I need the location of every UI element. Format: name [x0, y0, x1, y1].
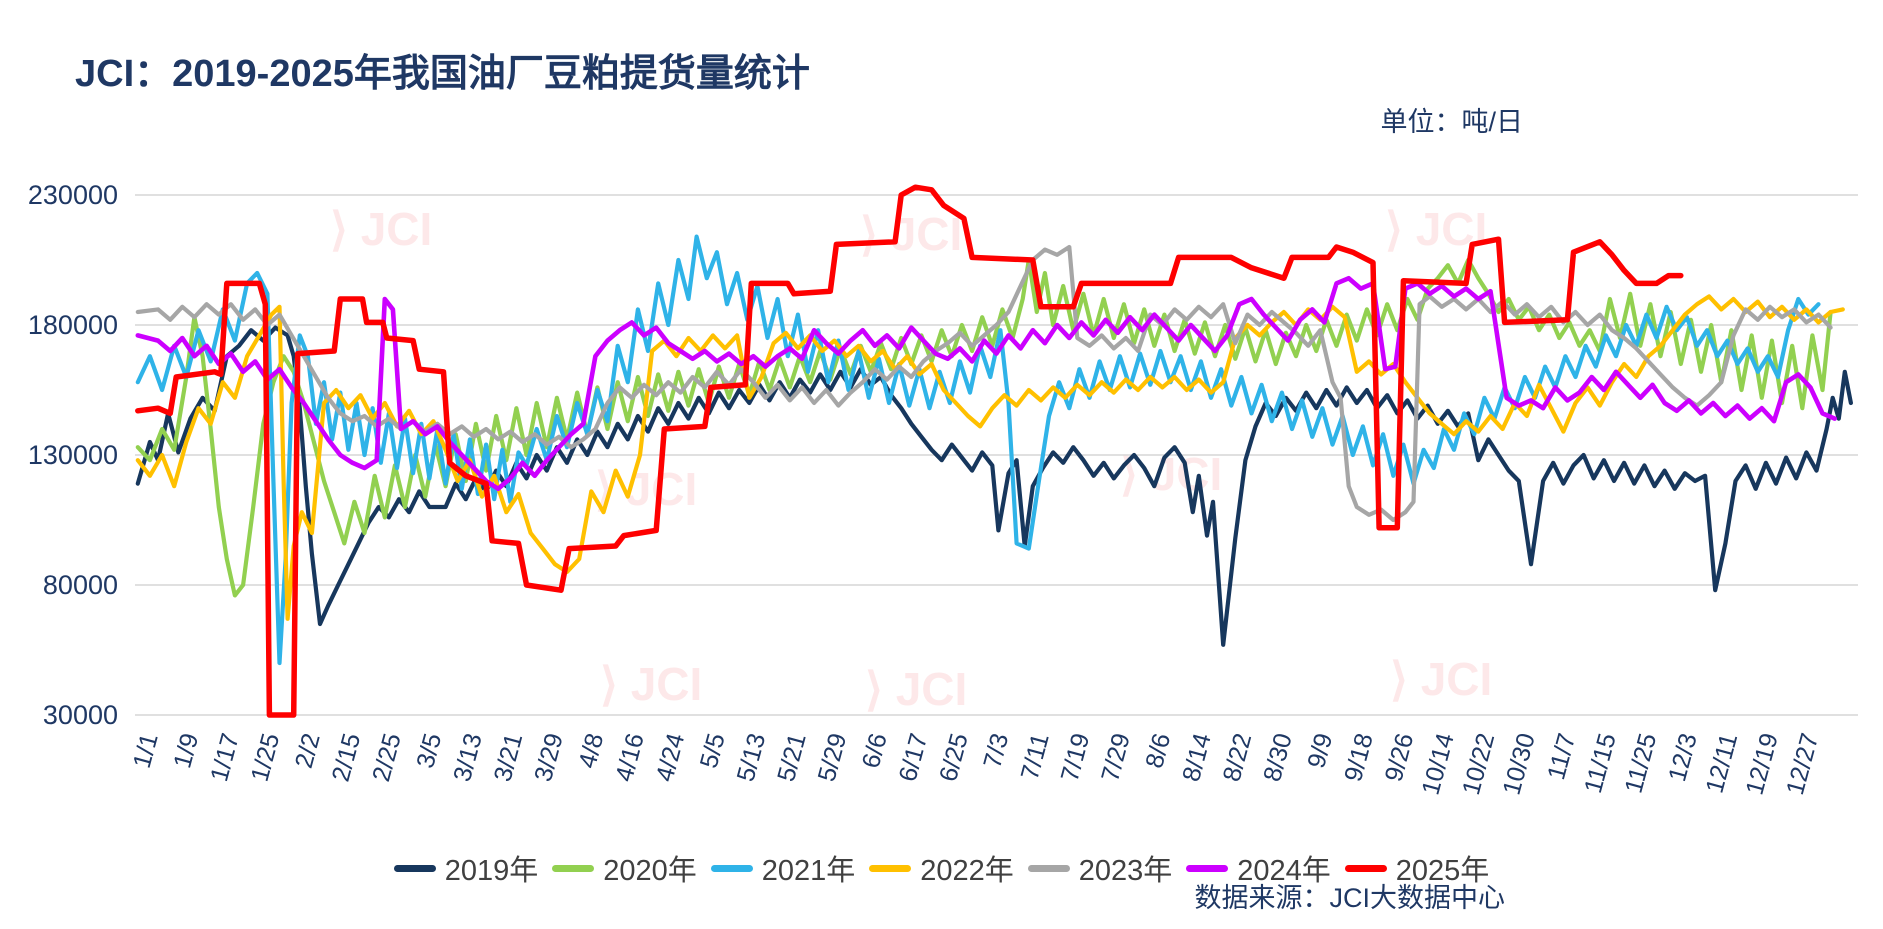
x-axis-tick-label: 2/25: [367, 730, 407, 784]
legend-swatch: [1186, 864, 1229, 872]
watermark: ⟩ JCI: [865, 663, 967, 715]
y-axis-tick-label: 180000: [28, 310, 118, 340]
legend-item-2023年: 2023年: [1027, 847, 1173, 889]
chart-title: JCI：2019-2025年我国油厂豆粕提货量统计: [75, 53, 810, 95]
x-axis-tick-label: 11/7: [1542, 730, 1581, 782]
legend-swatch: [710, 864, 753, 872]
watermark: ⟩ JCI: [860, 208, 962, 260]
y-axis-tick-label: 80000: [43, 570, 118, 600]
unit-label: 单位：吨/日: [1380, 107, 1523, 137]
x-axis-tick-label: 6/6: [857, 730, 893, 771]
legend-swatch: [393, 864, 436, 872]
legend-label: 2024年: [1237, 855, 1331, 887]
x-axis-tick-label: 3/21: [489, 730, 529, 784]
x-axis-tick-label: 6/17: [894, 730, 934, 784]
x-axis-tick-label: 4/16: [610, 730, 650, 784]
x-axis-tick-label: 10/30: [1498, 730, 1541, 798]
series-line-2025年: [135, 184, 1684, 718]
legend-item-2020年: 2020年: [552, 847, 697, 889]
x-axis-tick-label: 8/22: [1218, 730, 1258, 784]
series-line-2024年: [135, 275, 1837, 492]
x-axis-tick-label: 2/15: [327, 730, 367, 784]
legend-label: 2019年: [444, 855, 539, 887]
x-axis-tick-label: 12/19: [1741, 730, 1784, 798]
y-axis-tick-label: 230000: [28, 180, 118, 210]
x-axis-tick-label: 2/2: [290, 730, 326, 771]
watermark: ⟩ JCI: [1390, 653, 1492, 705]
legend-item-2019年: 2019年: [393, 847, 539, 889]
x-axis-tick-label: 3/29: [529, 730, 569, 784]
legend-label: 2022年: [920, 855, 1014, 887]
x-axis-tick-label: 11/25: [1620, 730, 1663, 796]
series-line-2019年: [135, 325, 1853, 647]
x-axis-tick-label: 10/22: [1457, 730, 1500, 798]
legend-label: 2020年: [603, 855, 697, 887]
legend-swatch: [552, 864, 595, 872]
x-axis-tick-label: 1/1: [128, 730, 164, 771]
series-line-2021年: [135, 234, 1821, 666]
x-axis-tick-label: 4/8: [573, 730, 609, 771]
x-axis-tick-label: 3/13: [448, 730, 488, 784]
x-axis-tick-label: 9/9: [1302, 730, 1338, 771]
x-axis-tick-label: 8/6: [1140, 730, 1176, 771]
legend-label: 2021年: [761, 855, 856, 887]
x-axis-tick-label: 11/15: [1579, 730, 1622, 796]
x-axis-tick-label: 5/29: [813, 730, 853, 784]
x-axis-tick-label: 1/25: [246, 730, 286, 784]
x-axis-tick-label: 5/21: [772, 730, 812, 784]
x-axis-tick-label: 7/11: [1016, 730, 1055, 782]
legend-item-2025年: 2025年: [1344, 847, 1490, 889]
watermark: ⟩ JCI: [330, 203, 432, 255]
x-axis-tick-label: 9/26: [1380, 730, 1420, 784]
y-axis-tick-label: 30000: [43, 700, 118, 730]
x-axis-tick-label: 8/14: [1177, 730, 1217, 784]
x-axis-tick-label: 4/24: [651, 730, 691, 784]
x-axis-tick-label: 7/3: [978, 730, 1014, 771]
legend-swatch: [869, 864, 912, 872]
x-axis-tick-label: 8/30: [1258, 730, 1298, 784]
x-axis-tick-label: 12/11: [1701, 730, 1744, 796]
y-axis-tick-label: 130000: [28, 440, 118, 470]
x-axis-tick-label: 1/17: [205, 730, 245, 784]
data-source-label: 数据来源：JCI大数据中心: [1194, 883, 1506, 913]
x-axis-tick-label: 3/5: [411, 730, 447, 771]
legend-swatch: [1027, 864, 1070, 872]
x-axis-tick-label: 5/13: [732, 730, 772, 784]
x-axis-tick-label: 6/25: [934, 730, 974, 784]
x-axis-tick-label: 12/3: [1663, 730, 1703, 784]
x-axis-tick-label: 9/18: [1339, 730, 1379, 784]
x-axis-tick-label: 5/5: [695, 730, 731, 771]
x-axis-tick-label: 7/29: [1096, 730, 1136, 784]
watermark: ⟩ JCI: [600, 658, 702, 710]
legend-item-2022年: 2022年: [869, 847, 1014, 889]
x-axis-tick-label: 1/9: [168, 730, 204, 771]
x-axis-tick-label: 7/19: [1056, 730, 1096, 784]
legend-item-2024年: 2024年: [1186, 847, 1331, 889]
legend-item-2021年: 2021年: [710, 847, 856, 889]
x-axis-tick-label: 10/14: [1417, 730, 1460, 798]
chart-legend: 2019年 2020年 2021年 2022年 2023年 2024年 2025年: [0, 847, 1883, 889]
legend-label: 2025年: [1395, 855, 1490, 887]
x-axis-tick-label: 12/27: [1781, 730, 1824, 798]
legend-swatch: [1344, 864, 1387, 872]
legend-label: 2023年: [1078, 855, 1173, 887]
